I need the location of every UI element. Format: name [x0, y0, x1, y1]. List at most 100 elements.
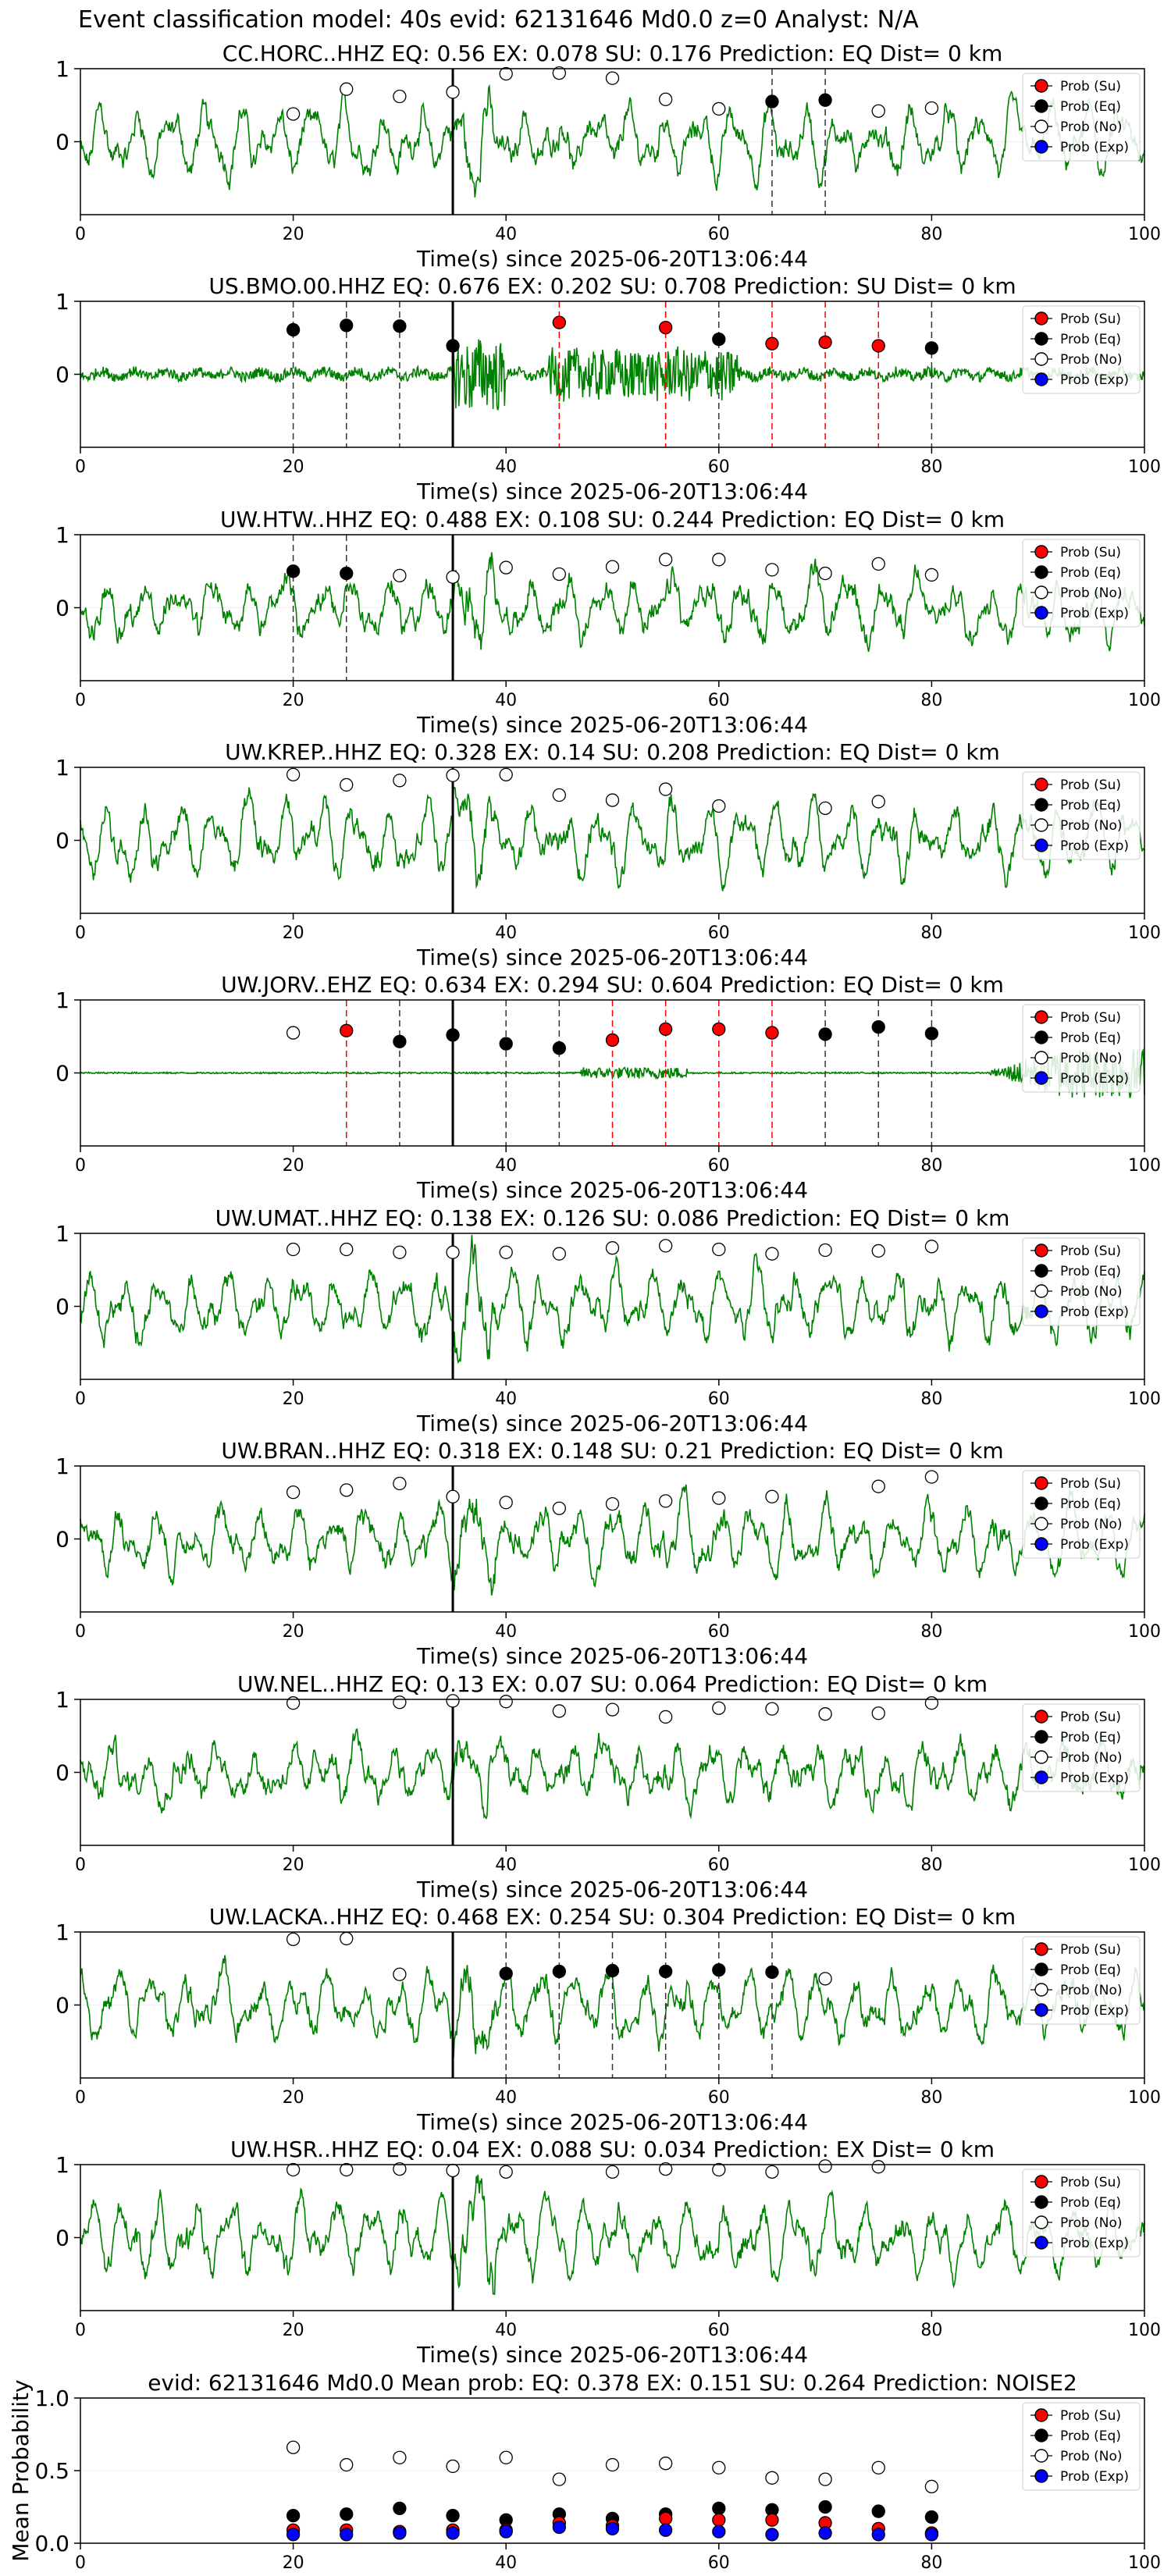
- x-tick-label: 60: [708, 923, 730, 943]
- legend-box: [1022, 2169, 1141, 2258]
- waveform-trace: [80, 84, 1145, 197]
- y-tick-label: 1: [55, 987, 69, 1013]
- prob-marker-no: [499, 767, 513, 781]
- x-tick-label: 0: [75, 1389, 86, 1409]
- y-axis-label: Mean Probability: [8, 2379, 34, 2561]
- mean-marker-exp: [659, 2523, 673, 2537]
- panel-title: UW.NEL..HHZ EQ: 0.13 EX: 0.07 SU: 0.064 …: [237, 1671, 988, 1697]
- mean-marker-no: [712, 2460, 726, 2475]
- legend-label: Prob (Eq): [1060, 1962, 1121, 1978]
- legend-box: [1022, 1703, 1141, 1792]
- y-tick-label: 0.5: [34, 2458, 69, 2484]
- prob-marker-no: [393, 1476, 407, 1491]
- mean-marker-eq: [340, 2507, 354, 2521]
- legend-label: Prob (No): [1060, 2215, 1123, 2231]
- prob-marker-no: [393, 774, 407, 788]
- prob-marker-eq: [286, 564, 301, 578]
- legend-marker-su: [1034, 2175, 1048, 2189]
- axes-frame: [80, 999, 1145, 1147]
- x-tick-label: 60: [708, 225, 730, 244]
- x-tick-label: 60: [708, 1389, 730, 1409]
- y-tick-label: 1: [55, 522, 69, 548]
- legend-marker-su: [1034, 545, 1048, 559]
- axes-frame: [80, 767, 1145, 914]
- prob-marker-eq: [765, 94, 779, 109]
- legend-marker-no: [1034, 1750, 1048, 1764]
- mean-marker-no: [393, 2450, 407, 2464]
- legend-marker-su: [1034, 311, 1048, 326]
- mean-marker-eq: [871, 2504, 885, 2518]
- prob-marker-no: [924, 1470, 939, 1484]
- x-tick-label: 20: [283, 2088, 304, 2108]
- legend-marker-exp: [1034, 838, 1048, 852]
- legend-marker-eq: [1034, 99, 1048, 113]
- prob-marker-eq: [552, 1041, 566, 1055]
- prob-marker-no: [818, 1243, 832, 1258]
- prob-marker-no: [871, 2160, 885, 2174]
- prob-marker-no: [605, 793, 620, 807]
- prob-marker-no: [659, 1710, 673, 1724]
- legend-label: Prob (Exp): [1060, 1770, 1129, 1786]
- legend-label: Prob (Su): [1060, 1710, 1121, 1725]
- x-tick-label: 100: [1128, 225, 1161, 244]
- legend-marker-eq: [1034, 332, 1048, 346]
- x-tick-label: 80: [920, 691, 942, 710]
- mean-marker-no: [340, 2457, 354, 2472]
- x-tick-label: 0: [75, 2553, 86, 2573]
- legend-marker-no: [1034, 119, 1048, 133]
- prob-marker-su: [871, 339, 885, 353]
- mean-marker-no: [446, 2459, 460, 2474]
- y-tick-label: 0: [55, 2226, 69, 2251]
- prob-marker-no: [765, 1247, 779, 1261]
- legend-marker-eq: [1034, 1962, 1048, 1976]
- prob-marker-no: [340, 2162, 354, 2177]
- station-panel-8: UW.NEL..HHZ EQ: 0.13 EX: 0.07 SU: 0.064 …: [55, 1671, 1161, 1902]
- prob-marker-no: [552, 1501, 566, 1515]
- legend-label: Prob (Exp): [1060, 2469, 1129, 2485]
- prob-marker-no: [393, 1245, 407, 1259]
- y-tick-label: 1: [55, 755, 69, 781]
- x-tick-label: 100: [1128, 1622, 1161, 1642]
- prob-marker-no: [340, 1242, 354, 1257]
- y-tick-label: 1: [55, 1221, 69, 1247]
- legend-label: Prob (Eq): [1060, 1264, 1121, 1279]
- prob-marker-no: [924, 1696, 939, 1710]
- mean-marker-eq: [712, 2501, 726, 2516]
- axes-frame: [80, 2164, 1145, 2311]
- x-tick-label: 0: [75, 1856, 86, 1875]
- legend-marker-no: [1034, 2215, 1048, 2229]
- prob-marker-eq: [286, 322, 301, 337]
- prob-marker-no: [393, 2161, 407, 2176]
- legend-label: Prob (Exp): [1060, 140, 1129, 155]
- prob-marker-no: [818, 801, 832, 816]
- panel-title: CC.HORC..HHZ EQ: 0.56 EX: 0.078 SU: 0.17…: [222, 41, 1002, 66]
- x-tick-label: 40: [495, 457, 517, 477]
- x-tick-label: 60: [708, 457, 730, 477]
- prob-marker-no: [659, 92, 673, 106]
- legend-label: Prob (Su): [1060, 311, 1121, 327]
- mean-marker-eq: [818, 2500, 832, 2514]
- mean-marker-exp: [924, 2528, 939, 2542]
- prob-marker-no: [340, 82, 354, 96]
- x-tick-label: 60: [708, 1156, 730, 1176]
- legend-label: Prob (Eq): [1060, 1730, 1121, 1745]
- legend-marker-su: [1034, 777, 1048, 792]
- prob-marker-no: [446, 570, 460, 584]
- prob-marker-no: [286, 1696, 301, 1710]
- legend-label: Prob (Su): [1060, 1476, 1121, 1492]
- prob-marker-eq: [605, 1963, 620, 1978]
- prob-marker-no: [286, 1485, 301, 1500]
- legend-marker-eq: [1034, 1496, 1048, 1510]
- panel-title: UW.BRAN..HHZ EQ: 0.318 EX: 0.148 SU: 0.2…: [221, 1438, 1003, 1464]
- x-tick-label: 0: [75, 2321, 86, 2340]
- prob-marker-no: [659, 2161, 673, 2176]
- panel-title: UW.LACKA..HHZ EQ: 0.468 EX: 0.254 SU: 0.…: [209, 1904, 1016, 1930]
- axes-frame: [80, 2397, 1145, 2544]
- x-tick-label: 40: [495, 2321, 517, 2340]
- panel-title: US.BMO.00.HHZ EQ: 0.676 EX: 0.202 SU: 0.…: [208, 273, 1016, 299]
- legend-label: Prob (No): [1060, 1517, 1123, 1532]
- prob-marker-no: [712, 2162, 726, 2177]
- legend-label: Prob (No): [1060, 1983, 1123, 1998]
- x-tick-label: 20: [283, 1389, 304, 1409]
- x-tick-label: 0: [75, 2088, 86, 2108]
